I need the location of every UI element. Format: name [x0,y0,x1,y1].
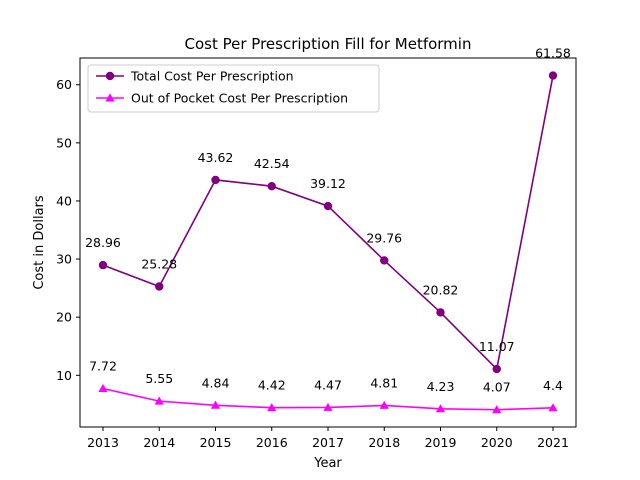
data-point [323,402,333,411]
y-tick-label: 50 [56,135,72,150]
data-label: 4.07 [483,380,511,395]
chart-title: Cost Per Prescription Fill for Metformin [185,35,472,53]
data-point [548,71,558,80]
data-point [267,181,276,191]
data-point [211,175,220,185]
data-label: 4.23 [427,379,455,394]
plot-area: 28.96 25.28 43.62 42.54 39.12 29.76 20.82 11.07… [85,46,571,414]
series-2: 7.72 5.55 4.84 4.42 4.47 4.81 4.23 4.07 4.4 [89,359,563,414]
x-tick-label: 2014 [143,435,175,450]
data-label: 7.72 [89,359,117,374]
legend-item: Total Cost Per Prescription [96,69,294,84]
y-tick-label: 20 [56,310,72,325]
x-tick-label: 2015 [200,435,232,450]
data-point [154,396,164,405]
x-tick-label: 2019 [425,435,457,450]
x-tick-label: 2017 [312,435,344,450]
data-label: 5.55 [145,371,173,386]
y-tick-label: 30 [56,252,72,267]
data-label: 25.28 [141,256,177,271]
data-label: 4.4 [543,378,563,393]
y-tick-label: 10 [56,368,72,383]
data-label: 61.58 [535,46,571,61]
x-tick-label: 2013 [87,435,119,450]
y-tick-label: 40 [56,193,72,208]
data-point [380,256,389,265]
data-point [436,308,445,317]
legend-marker [105,93,115,102]
data-label: 4.42 [258,378,286,393]
data-point [492,405,502,414]
data-point [323,201,333,211]
data-label: 39.12 [310,176,346,191]
data-point [155,282,164,291]
legend-box [87,64,380,113]
data-point [492,364,501,374]
data-point [548,403,558,412]
y-axis: 10 20 30 40 50 60 [56,77,80,383]
data-label: 11.07 [479,339,515,354]
series-1: 28.96 25.28 43.62 42.54 39.12 29.76 20.82 11.07… [85,46,571,374]
data-label: 20.82 [423,282,459,297]
data-point [98,383,108,392]
x-tick-label: 2016 [256,435,288,450]
legend-label: Total Cost Per Prescription [130,69,294,84]
data-label: 4.84 [202,375,230,390]
legend-marker [105,71,115,81]
data-label: 29.76 [366,230,402,245]
legend-label: Out of Pocket Cost Per Prescription [131,91,348,106]
x-axis-label: Year [313,456,342,471]
data-point [210,400,221,409]
data-label: 4.47 [314,377,342,392]
y-axis-label: Cost in Dollars [32,195,47,290]
data-label: 28.96 [85,235,121,250]
data-label: 4.81 [370,375,398,390]
data-label: 43.62 [198,150,234,165]
data-point [435,404,446,413]
legend: Total Cost Per Prescription Out of Pocket… [87,64,380,113]
data-point [379,400,389,409]
data-point [267,403,277,412]
data-point [98,260,108,270]
x-tick-label: 2020 [481,435,513,450]
data-label: 42.54 [254,156,290,171]
legend-item: Out of Pocket Cost Per Prescription [96,91,348,106]
x-tick-label: 2021 [537,435,569,450]
y-tick-label: 60 [56,77,72,92]
x-tick-label: 2018 [368,435,400,450]
x-axis: 2013 2014 2015 2016 2017 2018 2019 2020 2021 [87,427,569,450]
